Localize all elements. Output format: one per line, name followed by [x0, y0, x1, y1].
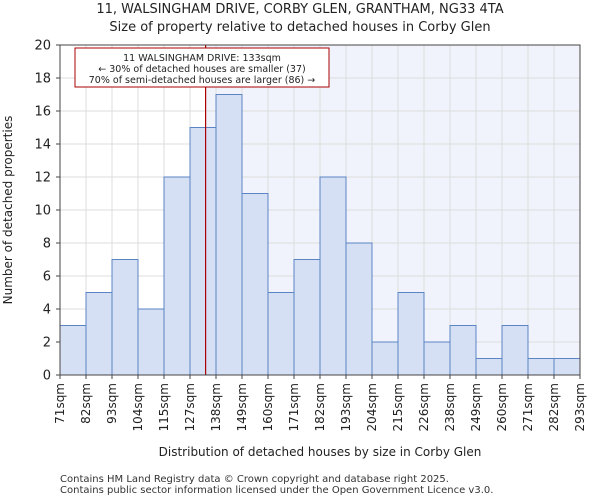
histogram-bar — [553, 358, 581, 376]
y-tick-label: 6 — [43, 270, 51, 285]
bars — [59, 94, 581, 376]
x-tick-label: 104sqm — [131, 383, 145, 431]
histogram-bar — [449, 325, 477, 376]
x-tick-label: 82sqm — [79, 383, 93, 424]
annotation-line1: 11 WALSINGHAM DRIVE: 133sqm — [123, 53, 281, 64]
x-tick-label: 226sqm — [417, 383, 431, 431]
y-tick-label: 16 — [34, 105, 51, 120]
x-tick-label: 115sqm — [157, 383, 171, 431]
y-tick-label: 8 — [43, 237, 51, 252]
x-tick-label: 260sqm — [495, 383, 509, 431]
marker-annotation: 11 WALSINGHAM DRIVE: 133sqm ← 30% of det… — [74, 47, 330, 88]
y-tick-label: 0 — [43, 369, 51, 384]
x-tick-label: 160sqm — [261, 383, 275, 431]
y-axis-label: Number of detached properties — [1, 116, 15, 305]
x-tick-label: 138sqm — [209, 383, 223, 431]
x-tick-label: 93sqm — [105, 383, 119, 424]
histogram-bar — [241, 193, 269, 376]
annotation-line3: 70% of semi-detached houses are larger (… — [89, 75, 316, 86]
histogram-bar — [163, 176, 191, 376]
y-tick-label: 4 — [43, 303, 51, 318]
annotation-line2: ← 30% of detached houses are smaller (37… — [98, 64, 305, 75]
histogram-bar — [527, 358, 555, 376]
x-tick-labels: 71sqm 82sqm 93sqm 104sqm 115sqm 127sqm 138sqm 1… — [53, 375, 587, 431]
histogram-bar — [397, 292, 425, 376]
x-tick-label: 127sqm — [183, 383, 197, 431]
histogram-bar — [475, 358, 503, 376]
x-tick-label: 71sqm — [53, 383, 67, 424]
histogram-bar — [189, 127, 217, 376]
footer-copyright: Contains HM Land Registry data © Crown c… — [60, 474, 449, 485]
y-tick-label: 12 — [34, 171, 51, 186]
histogram-bar — [59, 325, 87, 376]
histogram-bar — [293, 259, 321, 376]
y-tick-label: 18 — [34, 72, 51, 87]
chart-subtitle: Size of property relative to detached ho… — [109, 20, 491, 35]
y-tick-label: 2 — [43, 336, 51, 351]
x-tick-label: 282sqm — [547, 383, 561, 431]
x-tick-label: 249sqm — [469, 383, 483, 431]
footer-licence: Contains public sector information licen… — [60, 485, 494, 496]
chart-title: 11, WALSINGHAM DRIVE, CORBY GLEN, GRANTH… — [96, 2, 504, 17]
x-tick-label: 271sqm — [521, 383, 535, 431]
y-tick-labels: 0 2 4 6 8 10 12 14 16 18 20 — [34, 39, 60, 384]
histogram-bar — [423, 341, 451, 376]
histogram-bar — [319, 176, 347, 376]
annotation-box — [74, 47, 330, 88]
x-tick-label: 149sqm — [235, 383, 249, 431]
histogram-bar — [215, 94, 243, 376]
histogram-bar — [501, 325, 529, 376]
x-tick-label: 193sqm — [339, 383, 353, 431]
x-tick-label: 204sqm — [365, 383, 379, 431]
histogram-bar — [267, 292, 295, 376]
y-tick-label: 14 — [34, 138, 51, 153]
x-tick-label: 293sqm — [573, 383, 587, 431]
x-axis-label: Distribution of detached houses by size … — [159, 445, 482, 459]
x-tick-label: 171sqm — [287, 383, 301, 431]
histogram-bar — [137, 308, 165, 376]
histogram-bar — [111, 259, 139, 376]
x-tick-label: 182sqm — [313, 383, 327, 431]
histogram-bar — [371, 341, 399, 376]
histogram-bar — [85, 292, 113, 376]
x-tick-label: 238sqm — [443, 383, 457, 431]
y-tick-label: 20 — [34, 39, 51, 54]
histogram-bar — [345, 242, 373, 376]
x-tick-label: 215sqm — [391, 383, 405, 431]
y-tick-label: 10 — [34, 204, 51, 219]
